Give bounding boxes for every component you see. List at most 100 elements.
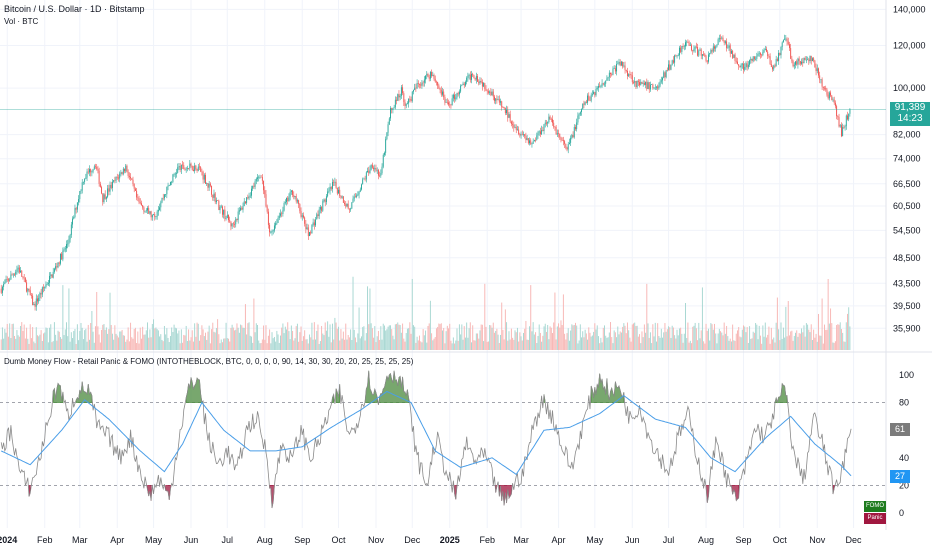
volume-bar (289, 339, 291, 350)
volume-bar (119, 331, 121, 350)
candle-body (111, 181, 113, 188)
candle-body (344, 202, 346, 205)
volume-bar (101, 329, 103, 350)
candle-body (710, 50, 712, 54)
candle-body (689, 45, 691, 46)
volume-bar (142, 326, 144, 350)
candle-body (369, 169, 371, 173)
volume-bar (30, 338, 32, 350)
candle-body (728, 45, 730, 48)
volume-bar (3, 338, 5, 350)
candle-body (3, 284, 5, 287)
candle-body (602, 83, 604, 85)
candle-body (545, 122, 547, 124)
flow-line (0, 370, 852, 509)
candle-body (468, 74, 470, 76)
candle-body (341, 196, 343, 198)
volume-bar (539, 332, 541, 350)
candle-body (831, 95, 833, 101)
candle-body (195, 165, 197, 170)
candle-body (43, 287, 44, 289)
candle-body (624, 65, 626, 70)
volume-bar (811, 340, 813, 350)
volume-bar (105, 327, 107, 350)
volume-bar (192, 341, 194, 350)
volume-bar (779, 340, 781, 350)
candle-body (168, 184, 170, 186)
candle-body (708, 54, 709, 62)
candle-body (687, 41, 689, 43)
volume-bar (792, 340, 794, 350)
candle-body (176, 172, 177, 174)
candle-body (513, 124, 515, 128)
volume-bar (346, 339, 348, 350)
candle-body (75, 208, 77, 210)
volume-bar (524, 328, 526, 350)
volume-bar (780, 322, 782, 350)
volume-bar (466, 322, 468, 350)
candle-body (581, 109, 582, 113)
volume-bar (437, 326, 439, 350)
indicator-tick-label: 40 (899, 453, 909, 463)
candle-body (443, 91, 445, 98)
candle-body (676, 55, 678, 57)
candle-body (155, 216, 157, 218)
volume-bar (171, 327, 173, 350)
volume-bar (276, 330, 278, 350)
volume-bar (270, 343, 272, 350)
candle-body (828, 92, 830, 99)
volume-bar (259, 343, 261, 350)
candle-body (214, 193, 216, 203)
volume-bar (464, 337, 466, 350)
volume-bar (120, 331, 122, 350)
candle-body (363, 178, 365, 180)
price-tick-label: 43,500 (893, 278, 921, 288)
volume-bar (529, 326, 531, 350)
candle-body (518, 129, 520, 134)
candle-body (329, 186, 331, 191)
candle-body (637, 80, 639, 83)
candle-body (68, 239, 70, 244)
volume-bar (342, 331, 344, 350)
candle-body (91, 171, 93, 173)
volume-bar (127, 327, 129, 350)
volume-bar (408, 328, 410, 350)
volume-bar (584, 329, 586, 350)
candle-body (474, 77, 476, 80)
volume-bar (832, 342, 834, 350)
candle-body (44, 287, 46, 289)
candle-body (660, 80, 662, 82)
volume-bar (38, 336, 40, 350)
candle-body (741, 63, 743, 65)
candle-body (24, 278, 26, 283)
volume-bar (744, 326, 746, 350)
candle-body (294, 196, 296, 198)
volume-bar (243, 327, 245, 350)
price-tick-label: 60,500 (893, 201, 921, 211)
candle-body (751, 58, 753, 61)
volume-bar (226, 338, 228, 350)
volume-bar (594, 323, 596, 350)
candle-body (397, 94, 399, 101)
candle-body (427, 74, 429, 78)
candle-body (483, 83, 485, 87)
volume-bar (831, 323, 833, 350)
volume-bar (431, 333, 433, 350)
volume-bar (513, 339, 515, 350)
candle-body (161, 198, 163, 203)
volume-bar (508, 331, 510, 350)
volume-bar (601, 342, 603, 350)
candle-body (29, 290, 31, 296)
volume-bar (538, 324, 540, 350)
candle-body (843, 127, 845, 128)
candle-body (564, 141, 566, 144)
volume-bar (507, 340, 509, 350)
volume-bar (817, 313, 819, 350)
volume-bar (593, 331, 595, 350)
candle-body (452, 94, 454, 99)
candle-body (582, 103, 584, 110)
candle-body (346, 203, 348, 207)
volume-bar (463, 326, 465, 350)
volume-bar (40, 330, 42, 350)
volume-bar (44, 332, 46, 350)
